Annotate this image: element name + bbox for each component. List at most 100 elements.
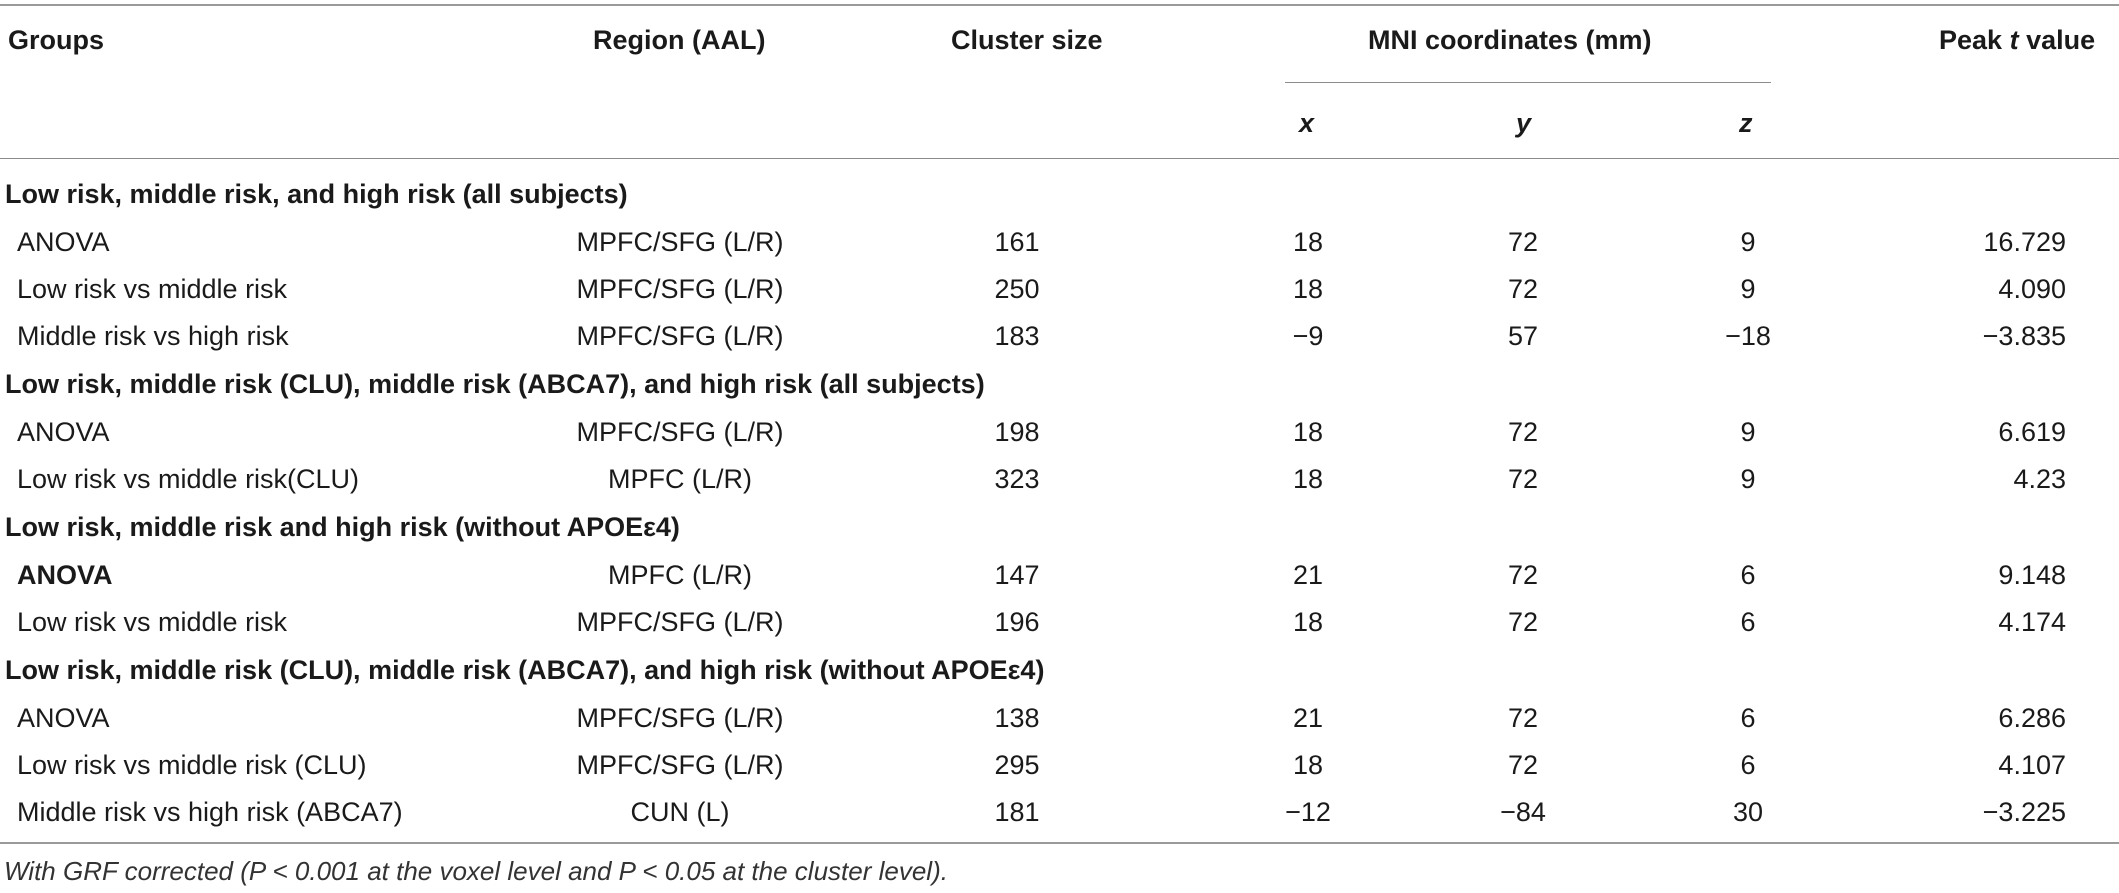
peak-cell: 4.107 bbox=[1998, 750, 2066, 780]
x-cell: 18 bbox=[1292, 417, 1324, 447]
z-cell: −18 bbox=[1725, 321, 1771, 351]
header-z-label: z bbox=[1739, 108, 1753, 138]
group-cell: Middle risk vs high risk bbox=[17, 321, 289, 351]
section-label: Low risk, middle risk and high risk (wit… bbox=[5, 512, 680, 542]
y-cell: 72 bbox=[1507, 227, 1539, 257]
y-cell: 72 bbox=[1507, 560, 1539, 590]
z-cell: 6 bbox=[1740, 560, 1756, 590]
region-cell: MPFC/SFG (L/R) bbox=[576, 274, 784, 304]
cluster-cell: 196 bbox=[994, 607, 1040, 637]
header-peak-prefix: Peak bbox=[1939, 25, 2010, 55]
header-region: Region (AAL) bbox=[593, 25, 766, 55]
x-cell: 21 bbox=[1292, 703, 1324, 733]
table-bottom-rule bbox=[0, 842, 2119, 844]
table-row: ANOVA MPFC (L/R) 147 21 72 6 9.148 bbox=[0, 552, 2119, 599]
section-row: Low risk, middle risk (CLU), middle risk… bbox=[0, 360, 2119, 409]
table-row: Low risk vs middle risk MPFC/SFG (L/R) 2… bbox=[0, 266, 2119, 313]
group-cell: Low risk vs middle risk(CLU) bbox=[17, 464, 360, 494]
table-footnote: With GRF corrected (P < 0.001 at the vox… bbox=[4, 856, 948, 886]
table-row: Middle risk vs high risk (ABCA7) CUN (L)… bbox=[0, 789, 2119, 836]
region-cell: MPFC/SFG (L/R) bbox=[576, 417, 784, 447]
cluster-cell: 161 bbox=[994, 227, 1040, 257]
group-cell: Low risk vs middle risk bbox=[17, 607, 288, 637]
header-peak-suffix: value bbox=[2018, 25, 2096, 55]
region-cell: MPFC/SFG (L/R) bbox=[576, 227, 784, 257]
header-mni-coordinates: MNI coordinates (mm) bbox=[1368, 25, 1652, 55]
mni-subheader-rule bbox=[1285, 82, 1771, 83]
y-cell: 57 bbox=[1507, 321, 1539, 351]
group-cell: ANOVA bbox=[17, 417, 110, 447]
header-bottom-rule bbox=[0, 158, 2119, 159]
group-cell: Middle risk vs high risk (ABCA7) bbox=[17, 797, 403, 827]
y-cell: 72 bbox=[1507, 464, 1539, 494]
y-cell: 72 bbox=[1507, 607, 1539, 637]
table-row: Low risk vs middle risk (CLU) MPFC/SFG (… bbox=[0, 742, 2119, 789]
section-row: Low risk, middle risk, and high risk (al… bbox=[0, 170, 2119, 219]
region-cell: MPFC/SFG (L/R) bbox=[576, 750, 784, 780]
section-row: Low risk, middle risk (CLU), middle risk… bbox=[0, 646, 2119, 695]
group-cell: ANOVA bbox=[17, 227, 110, 257]
region-cell: MPFC (L/R) bbox=[608, 464, 752, 494]
x-cell: −12 bbox=[1285, 797, 1331, 827]
table-row: Middle risk vs high risk MPFC/SFG (L/R) … bbox=[0, 313, 2119, 360]
y-cell: 72 bbox=[1507, 750, 1539, 780]
z-cell: 6 bbox=[1740, 703, 1756, 733]
z-cell: 6 bbox=[1740, 607, 1756, 637]
x-cell: 21 bbox=[1292, 560, 1324, 590]
peak-cell: 6.286 bbox=[1998, 703, 2066, 733]
group-cell: ANOVA bbox=[17, 703, 110, 733]
y-cell: −84 bbox=[1500, 797, 1546, 827]
x-cell: 18 bbox=[1292, 607, 1324, 637]
section-label: Low risk, middle risk (CLU), middle risk… bbox=[5, 369, 985, 399]
table-row: ANOVA MPFC/SFG (L/R) 161 18 72 9 16.729 bbox=[0, 219, 2119, 266]
y-cell: 72 bbox=[1507, 274, 1539, 304]
cluster-cell: 147 bbox=[994, 560, 1040, 590]
table-top-rule bbox=[0, 4, 2119, 6]
group-cell: Low risk vs middle risk (CLU) bbox=[17, 750, 367, 780]
group-cell: Low risk vs middle risk bbox=[17, 274, 288, 304]
table-row: ANOVA MPFC/SFG (L/R) 138 21 72 6 6.286 bbox=[0, 695, 2119, 742]
header-y: y bbox=[1516, 110, 1531, 137]
section-label: Low risk, middle risk (CLU), middle risk… bbox=[5, 655, 1045, 685]
section-label: Low risk, middle risk, and high risk (al… bbox=[5, 179, 628, 209]
x-cell: −9 bbox=[1292, 321, 1324, 351]
x-cell: 18 bbox=[1292, 750, 1324, 780]
header-x-label: x bbox=[1299, 108, 1315, 138]
peak-cell: 4.090 bbox=[1998, 274, 2066, 304]
z-cell: 9 bbox=[1740, 274, 1756, 304]
z-cell: 9 bbox=[1740, 464, 1756, 494]
section-row: Low risk, middle risk and high risk (wit… bbox=[0, 503, 2119, 552]
peak-cell: 16.729 bbox=[1983, 227, 2066, 257]
cluster-cell: 198 bbox=[994, 417, 1040, 447]
table-row: ANOVA MPFC/SFG (L/R) 198 18 72 9 6.619 bbox=[0, 409, 2119, 456]
cluster-cell: 323 bbox=[994, 464, 1040, 494]
region-cell: MPFC (L/R) bbox=[608, 560, 752, 590]
peak-cell: 4.174 bbox=[1998, 607, 2066, 637]
y-cell: 72 bbox=[1507, 417, 1539, 447]
table-row: Low risk vs middle risk MPFC/SFG (L/R) 1… bbox=[0, 599, 2119, 646]
peak-cell: −3.225 bbox=[1982, 797, 2066, 827]
z-cell: 30 bbox=[1732, 797, 1764, 827]
cluster-cell: 183 bbox=[994, 321, 1040, 351]
header-peak-t-value: Peak t value bbox=[1939, 27, 2095, 54]
peak-cell: 9.148 bbox=[1998, 560, 2066, 590]
group-cell: ANOVA bbox=[17, 560, 113, 590]
peak-cell: 6.619 bbox=[1998, 417, 2066, 447]
cluster-cell: 250 bbox=[994, 274, 1040, 304]
header-x: x bbox=[1299, 110, 1314, 137]
header-y-label: y bbox=[1516, 108, 1532, 138]
header-groups: Groups bbox=[8, 25, 105, 55]
z-cell: 9 bbox=[1740, 417, 1756, 447]
cluster-cell: 295 bbox=[994, 750, 1040, 780]
z-cell: 9 bbox=[1740, 227, 1756, 257]
cluster-cell: 138 bbox=[994, 703, 1040, 733]
table-row: Low risk vs middle risk(CLU) MPFC (L/R) … bbox=[0, 456, 2119, 503]
region-cell: MPFC/SFG (L/R) bbox=[576, 321, 784, 351]
region-cell: CUN (L) bbox=[630, 797, 730, 827]
region-cell: MPFC/SFG (L/R) bbox=[576, 703, 784, 733]
x-cell: 18 bbox=[1292, 464, 1324, 494]
x-cell: 18 bbox=[1292, 274, 1324, 304]
cluster-cell: 181 bbox=[994, 797, 1040, 827]
y-cell: 72 bbox=[1507, 703, 1539, 733]
